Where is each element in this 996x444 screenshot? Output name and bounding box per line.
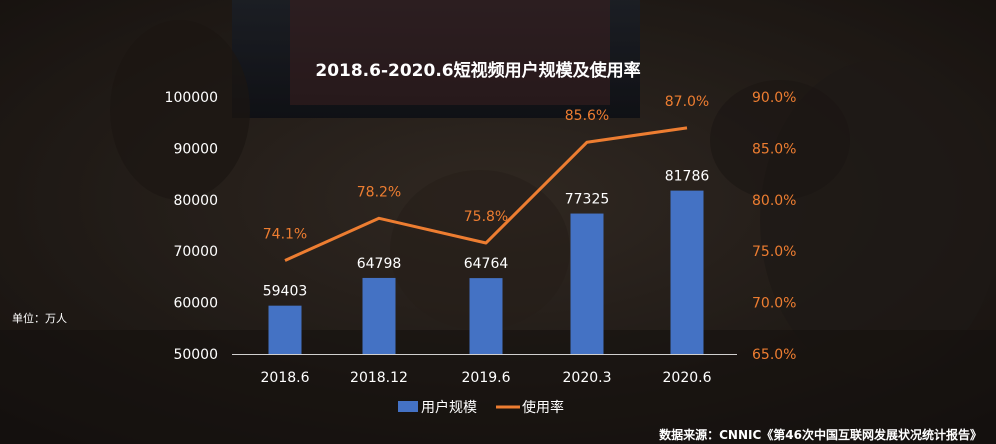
legend-label-line: 使用率 [522, 399, 564, 416]
left-tick-label: 100000 [165, 90, 218, 106]
line-value-label: 85.6% [565, 108, 609, 124]
bar [268, 305, 302, 354]
source-note: 数据来源：CNNIC《第46次中国互联网发展状况统计报告》 [659, 427, 982, 442]
line-value-label: 74.1% [263, 226, 307, 242]
line-value-label: 78.2% [357, 184, 401, 200]
line-data-labels: 74.1% 78.2% 75.8% 85.6% 87.0% [263, 94, 709, 243]
right-tick-label: 70.0% [752, 296, 796, 312]
bar-value-label: 77325 [565, 192, 610, 208]
line-value-label: 87.0% [665, 94, 709, 110]
legend-swatch-bar [398, 401, 418, 412]
bar-value-label: 64798 [357, 256, 402, 272]
left-axis-ticks: 50000 60000 70000 80000 90000 100000 [165, 90, 218, 363]
legend-label-bar: 用户规模 [421, 399, 477, 416]
left-tick-label: 50000 [173, 347, 218, 363]
left-tick-label: 80000 [173, 193, 218, 209]
bar-value-label: 81786 [665, 169, 710, 185]
x-axis-ticks: 2018.6 2018.12 2019.6 2020.3 2020.6 [261, 370, 712, 386]
bar-value-label: 59403 [263, 284, 308, 300]
bar [670, 190, 704, 354]
line-value-label: 75.8% [464, 209, 508, 225]
x-tick-label: 2020.3 [563, 370, 612, 386]
x-tick-label: 2020.6 [663, 370, 712, 386]
right-tick-label: 90.0% [752, 90, 796, 106]
right-tick-label: 75.0% [752, 244, 796, 260]
bar [469, 278, 503, 354]
left-tick-label: 60000 [173, 296, 218, 312]
legend: 用户规模 使用率 [398, 399, 564, 416]
line-series-usage-rate [284, 126, 688, 262]
left-tick-label: 70000 [173, 244, 218, 260]
bar-data-labels: 59403 64798 64764 77325 81786 [263, 169, 710, 300]
bar [570, 213, 604, 354]
right-axis-ticks: 65.0% 70.0% 75.0% 80.0% 85.0% 90.0% [752, 90, 796, 363]
left-tick-label: 90000 [173, 141, 218, 157]
chart-title: 2018.6-2020.6短视频用户规模及使用率 [315, 60, 640, 81]
x-tick-label: 2019.6 [462, 370, 511, 386]
bar-series [268, 190, 704, 354]
x-tick-label: 2018.6 [261, 370, 310, 386]
bar-value-label: 64764 [464, 256, 509, 272]
right-tick-label: 85.0% [752, 141, 796, 157]
unit-note: 单位：万人 [12, 311, 67, 325]
x-tick-label: 2018.12 [350, 370, 408, 386]
right-tick-label: 65.0% [752, 347, 796, 363]
bar [362, 277, 396, 354]
right-tick-label: 80.0% [752, 193, 796, 209]
